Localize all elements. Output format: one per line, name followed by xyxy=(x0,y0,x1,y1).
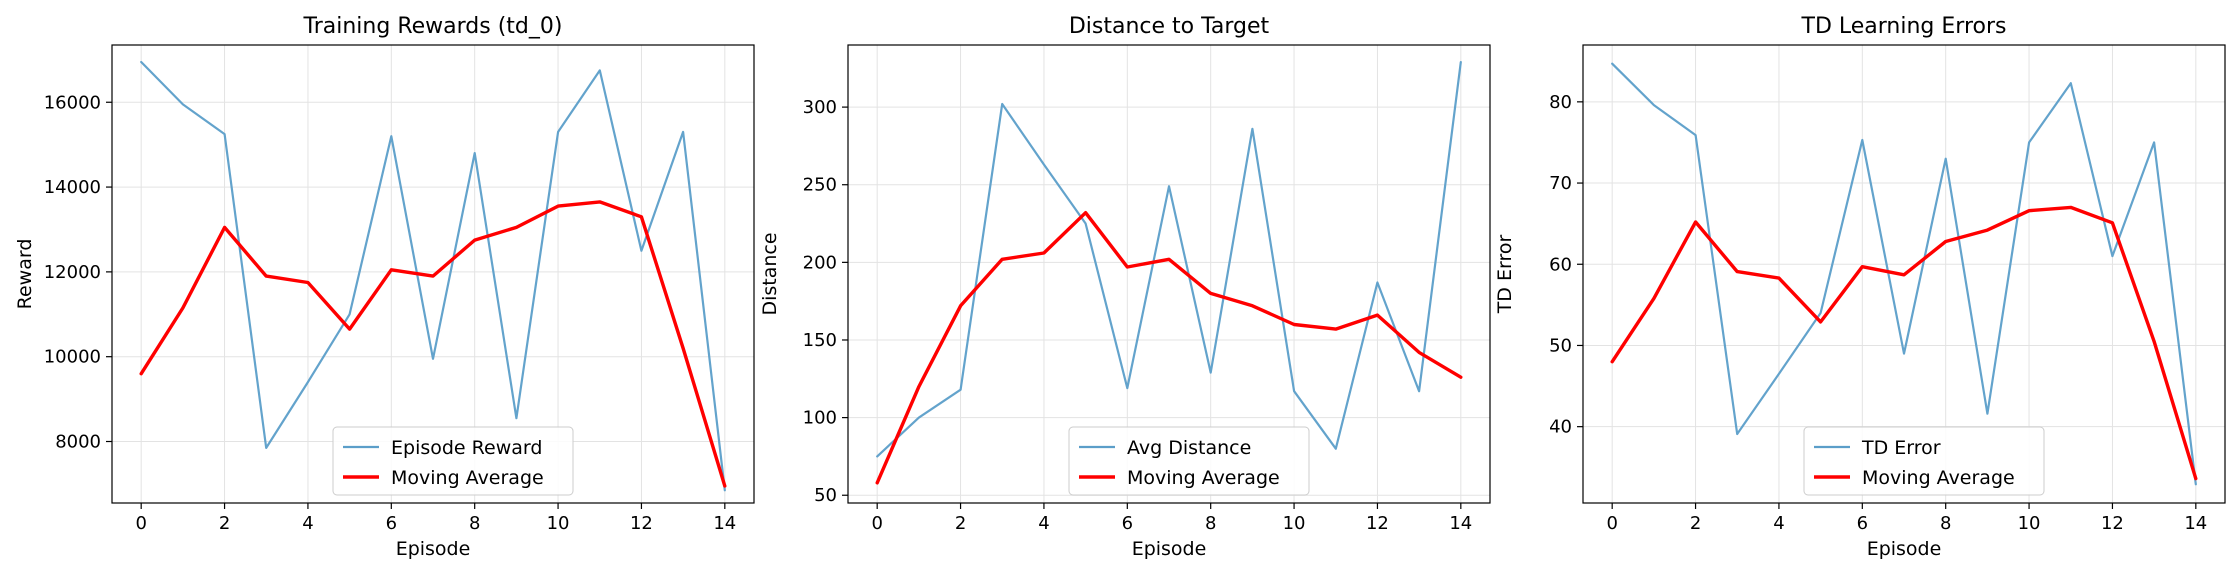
y-tick-label: 100 xyxy=(803,408,837,429)
x-tick-label: 10 xyxy=(2018,513,2041,534)
x-tick-label: 6 xyxy=(1122,513,1133,534)
y-tick-label: 8000 xyxy=(55,432,101,453)
x-tick-label: 14 xyxy=(713,513,736,534)
y-tick-label: 250 xyxy=(803,175,837,196)
y-tick-label: 60 xyxy=(1549,254,1572,275)
x-tick-label: 2 xyxy=(955,513,966,534)
chart-title: Distance to Target xyxy=(1069,14,1270,39)
x-tick-label: 14 xyxy=(1449,513,1472,534)
x-tick-label: 8 xyxy=(1205,513,1216,534)
legend-label: Moving Average xyxy=(1862,467,2015,489)
y-tick-label: 50 xyxy=(814,485,837,506)
x-tick-label: 0 xyxy=(871,513,882,534)
y-tick-label: 80 xyxy=(1549,92,1572,113)
x-tick-label: 2 xyxy=(1690,513,1701,534)
legend-label: TD Error xyxy=(1861,437,1941,459)
legend-label: Avg Distance xyxy=(1127,437,1251,459)
chart-title: TD Learning Errors xyxy=(1801,14,2007,39)
legend-box xyxy=(1068,426,1310,496)
series-line-raw xyxy=(1611,62,2197,486)
y-tick-label: 200 xyxy=(803,252,837,273)
plot-frame xyxy=(1582,44,2226,504)
series-line-moving-average xyxy=(139,200,727,488)
x-tick-label: 12 xyxy=(630,513,653,534)
x-tick-label: 14 xyxy=(2184,513,2207,534)
y-axis-label: Distance xyxy=(759,232,781,315)
y-axis-label: TD Error xyxy=(1494,235,1516,315)
y-tick-label: 14000 xyxy=(44,177,101,198)
x-tick-label: 8 xyxy=(469,513,480,534)
x-axis-label: Episode xyxy=(1867,538,1942,560)
x-tick-label: 0 xyxy=(1606,513,1617,534)
x-tick-label: 6 xyxy=(386,513,397,534)
legend: TD Error Moving Average xyxy=(1803,426,2045,496)
legend-label: Moving Average xyxy=(391,467,544,489)
x-tick-label: 4 xyxy=(1773,513,1784,534)
x-tick-label: 10 xyxy=(1283,513,1306,534)
plot-frame xyxy=(847,44,1491,504)
y-tick-label: 50 xyxy=(1549,335,1572,356)
x-tick-label: 4 xyxy=(1038,513,1049,534)
chart-title: Training Rewards (td_0) xyxy=(303,14,563,39)
chart-panel-1: 0 2 4 6 8 10 12 14 8000 10000 12000 14000 16000 Train… xyxy=(14,14,755,560)
y-tick-label: 10000 xyxy=(44,347,101,368)
plot-frame xyxy=(111,44,755,504)
series-line-moving-average xyxy=(875,210,1463,485)
chart-panel-2: 0 2 4 6 8 10 12 14 50 100 150 200 250 300 Distance to … xyxy=(759,14,1491,560)
x-tick-label: 10 xyxy=(547,513,570,534)
y-tick-label: 12000 xyxy=(44,262,101,283)
series-line-raw xyxy=(876,60,1462,458)
y-tick-label: 16000 xyxy=(44,92,101,113)
y-axis-label: Reward xyxy=(14,239,36,310)
legend-label: Episode Reward xyxy=(391,437,542,459)
legend-label: Moving Average xyxy=(1127,467,1280,489)
x-tick-label: 12 xyxy=(1366,513,1389,534)
legend: Episode Reward Moving Average xyxy=(332,426,574,496)
x-axis-label: Episode xyxy=(1132,538,1207,560)
x-tick-label: 8 xyxy=(1940,513,1951,534)
y-tick-label: 40 xyxy=(1549,417,1572,438)
series-line-raw xyxy=(140,60,726,492)
series-line-moving-average xyxy=(1610,205,2198,481)
x-tick-label: 12 xyxy=(2101,513,2124,534)
x-tick-label: 0 xyxy=(135,513,146,534)
x-axis-label: Episode xyxy=(396,538,471,560)
legend: Avg Distance Moving Average xyxy=(1068,426,1310,496)
x-tick-label: 6 xyxy=(1857,513,1868,534)
legend-box xyxy=(332,426,574,496)
x-tick-label: 4 xyxy=(302,513,313,534)
y-tick-label: 70 xyxy=(1549,173,1572,194)
y-tick-label: 150 xyxy=(803,330,837,351)
y-tick-label: 300 xyxy=(803,97,837,118)
x-tick-label: 2 xyxy=(219,513,230,534)
chart-panel-3: 0 2 4 6 8 10 12 14 40 50 60 70 80 TD Learning Errors E… xyxy=(1494,14,2226,560)
legend-box xyxy=(1803,426,2045,496)
